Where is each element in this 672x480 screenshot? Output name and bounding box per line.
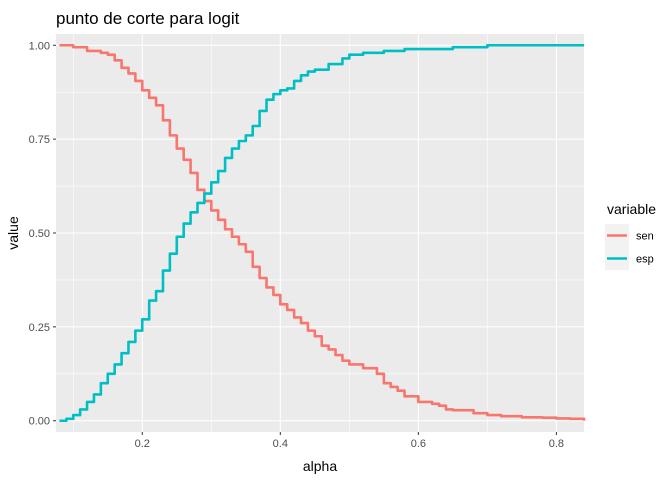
legend-title: variable	[607, 201, 656, 217]
series-line-sen	[59, 43, 586, 421]
x-tick-label-2: 0.6	[411, 438, 426, 450]
y-axis-title: value	[5, 216, 21, 250]
y-tick-label-0: 0.00	[29, 416, 50, 428]
chart-title: punto de corte para logit	[56, 9, 240, 28]
y-axis: 0.00 0.25 0.50 0.75 1.00	[29, 40, 56, 428]
series-line-esp	[59, 43, 584, 423]
x-axis: 0.2 0.4 0.6 0.8	[135, 432, 564, 450]
x-axis-title: alpha	[303, 458, 337, 474]
legend-label-sen: sen	[636, 231, 654, 243]
series-layer	[59, 43, 586, 423]
y-tick-label-1: 0.25	[29, 322, 50, 334]
x-tick-label-1: 0.4	[273, 438, 288, 450]
x-tick-label-3: 0.8	[549, 438, 564, 450]
y-tick-label-3: 0.75	[29, 134, 50, 146]
grid-major	[56, 34, 584, 432]
y-tick-label-4: 1.00	[29, 40, 50, 52]
legend: variable sen esp	[605, 201, 656, 270]
y-tick-label-2: 0.50	[29, 228, 50, 240]
legend-label-esp: esp	[636, 254, 654, 266]
x-tick-label-0: 0.2	[135, 438, 150, 450]
